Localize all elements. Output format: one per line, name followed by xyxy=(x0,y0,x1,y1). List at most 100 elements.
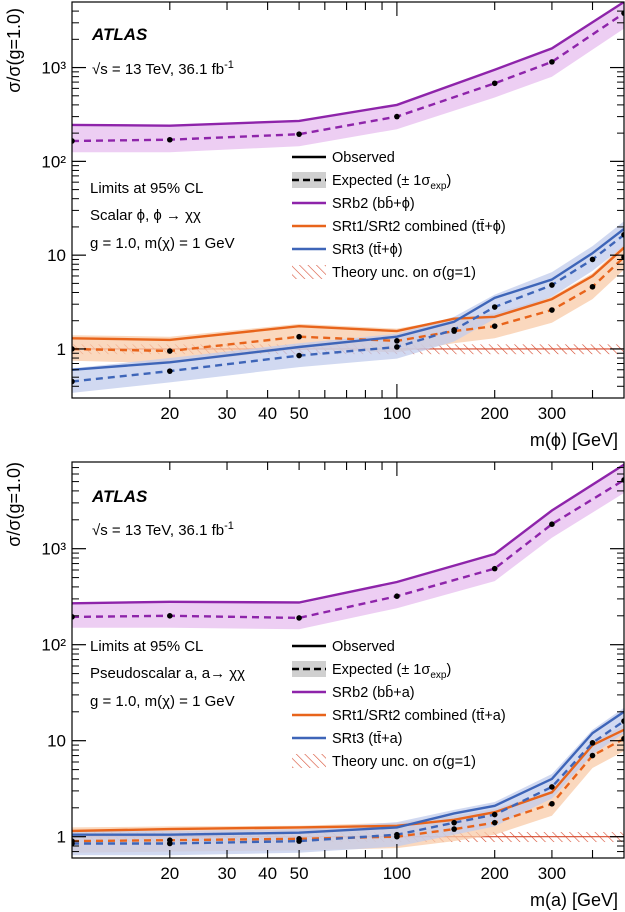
data-point-SRt3 xyxy=(394,831,400,838)
data-point-SRt3 xyxy=(72,840,75,847)
legend: Observed Expected (± 1σexp) SRb2 (bb̄+a) SR… xyxy=(292,639,506,770)
observed-line-SRt12 xyxy=(72,728,624,833)
atlas-label: ATLAS xyxy=(91,487,148,506)
data-point-SRt12 xyxy=(589,283,596,290)
data-point-SRb2 xyxy=(296,131,302,137)
data-point-SRt3 xyxy=(589,740,596,746)
info-line-1: Limits at 95% CL xyxy=(90,638,203,655)
data-point-SRt3 xyxy=(451,327,457,333)
legend-label: SRt1/SRt2 combined (tt̄+ϕ) xyxy=(332,219,506,235)
y-tick-label: 10³ xyxy=(41,59,66,78)
x-tick-label: 40 xyxy=(258,864,277,883)
data-point-SRt12 xyxy=(549,801,555,807)
x-tick-label: 30 xyxy=(218,864,237,883)
data-point-SRb2 xyxy=(394,593,400,600)
data-point-SRt3 xyxy=(394,344,400,350)
y-axis-label: σ/σ(g=1.0) xyxy=(4,8,24,93)
data-point-SRt12 xyxy=(549,307,555,313)
data-point-SRb2 xyxy=(491,565,498,572)
x-tick-label: 50 xyxy=(290,864,309,883)
data-point-SRt12 xyxy=(167,348,173,354)
legend-label: Theory unc. on σ(g=1) xyxy=(332,754,476,770)
x-tick-label: 100 xyxy=(383,404,411,423)
x-axis-label: m(a) [GeV] xyxy=(530,890,618,910)
legend-label: SRt3 (tt̄+ϕ) xyxy=(332,242,403,258)
legend-label: SRt3 (tt̄+a) xyxy=(332,731,403,747)
x-tick-label: 30 xyxy=(218,404,237,423)
x-axis-label: m(ϕ) [GeV] xyxy=(530,430,618,450)
observed-line-SRt3 xyxy=(72,710,624,836)
chart-panel-scalar: ATLAS √s = 13 TeV, 36.1 fb-1 Limits at 9… xyxy=(4,1,625,450)
plot-area xyxy=(72,463,624,856)
data-point-SRt12 xyxy=(621,735,624,742)
data-point-SRt3 xyxy=(491,304,498,310)
x-tick-label: 100 xyxy=(383,864,411,883)
data-point-SRt12 xyxy=(296,333,302,340)
info-line-3: g = 1.0, m(χ) = 1 GeV xyxy=(90,235,235,252)
band-SRt3 xyxy=(72,221,624,393)
data-point-SRb2 xyxy=(491,80,498,87)
x-tick-label: 200 xyxy=(481,864,509,883)
x-tick-label: 40 xyxy=(258,404,277,423)
y-tick-label: 1 xyxy=(57,340,66,359)
legend-label: Expected (± 1σexp) xyxy=(332,173,451,192)
chart-panel-pseudoscalar: ATLAS √s = 13 TeV, 36.1 fb-1 Limits at 9… xyxy=(4,461,625,910)
data-point-SRt3 xyxy=(296,838,302,844)
observed-line-SRb2 xyxy=(72,2,624,127)
info-line-1: Limits at 95% CL xyxy=(90,180,203,197)
y-tick-label: 10² xyxy=(41,152,66,171)
legend-label: Observed xyxy=(332,150,395,166)
x-tick-label: 20 xyxy=(160,404,179,423)
data-point-SRb2 xyxy=(394,113,400,120)
y-tick-label: 10³ xyxy=(41,540,66,559)
x-tick-label: 20 xyxy=(160,864,179,883)
info-line-2: Pseudoscalar a, a→ χχ xyxy=(90,665,245,682)
observed-line-SRt3 xyxy=(72,228,624,371)
data-point-SRt12 xyxy=(621,254,624,261)
data-point-SRt3 xyxy=(72,378,75,385)
data-point-SRt3 xyxy=(167,840,173,847)
expected-line-SRt3 xyxy=(72,720,624,845)
y-tick-label: 1 xyxy=(57,828,66,847)
energy-label: √s = 13 TeV, 36.1 fb-1 xyxy=(92,59,234,78)
data-point-SRb2 xyxy=(549,59,555,65)
x-tick-label: 200 xyxy=(481,404,509,423)
axes: 1 10 10² 10³ 20 30 40 50 100 200 300 xyxy=(41,2,624,423)
data-point-SRb2 xyxy=(72,138,75,144)
x-tick-label: 300 xyxy=(538,864,566,883)
x-tick-label: 50 xyxy=(290,404,309,423)
legend-label: SRb2 (bb̄+a) xyxy=(332,685,415,701)
data-point-SRt12 xyxy=(491,323,498,329)
band-SRt3 xyxy=(72,707,624,856)
data-point-SRb2 xyxy=(167,136,173,143)
legend-label: Observed xyxy=(332,639,395,655)
y-tick-label: 10 xyxy=(47,246,66,265)
data-point-SRt3 xyxy=(589,256,596,263)
data-point-SRt3 xyxy=(296,352,302,359)
axes: 1 10 10² 10³ 20 30 40 50 100 200 300 xyxy=(41,462,624,883)
data-point-SRt3 xyxy=(621,231,624,238)
info-line-2: Scalar ϕ, ϕ → χχ xyxy=(90,207,201,224)
data-point-SRb2 xyxy=(167,613,173,619)
data-point-SRb2 xyxy=(621,10,624,16)
data-point-SRt12 xyxy=(451,826,457,832)
data-point-SRt3 xyxy=(451,819,457,826)
data-point-SRt12 xyxy=(394,338,400,344)
legend-swatch-theory xyxy=(292,265,326,279)
data-point-SRt3 xyxy=(549,282,555,288)
data-point-SRt12 xyxy=(589,752,596,759)
energy-label: √s = 13 TeV, 36.1 fb-1 xyxy=(92,520,234,539)
data-point-SRt3 xyxy=(167,368,173,374)
legend-label: Expected (± 1σexp) xyxy=(332,662,451,681)
legend-label: Theory unc. on σ(g=1) xyxy=(332,265,476,281)
plot-area xyxy=(72,2,624,393)
x-tick-label: 300 xyxy=(538,404,566,423)
data-point-SRt3 xyxy=(549,784,555,790)
legend-label: SRt1/SRt2 combined (tt̄+a) xyxy=(332,708,506,724)
observed-line-SRb2 xyxy=(72,463,624,605)
info-line-3: g = 1.0, m(χ) = 1 GeV xyxy=(90,693,235,710)
y-tick-label: 10 xyxy=(47,732,66,751)
data-point-SRb2 xyxy=(296,615,302,621)
legend-swatch-theory xyxy=(292,754,326,768)
